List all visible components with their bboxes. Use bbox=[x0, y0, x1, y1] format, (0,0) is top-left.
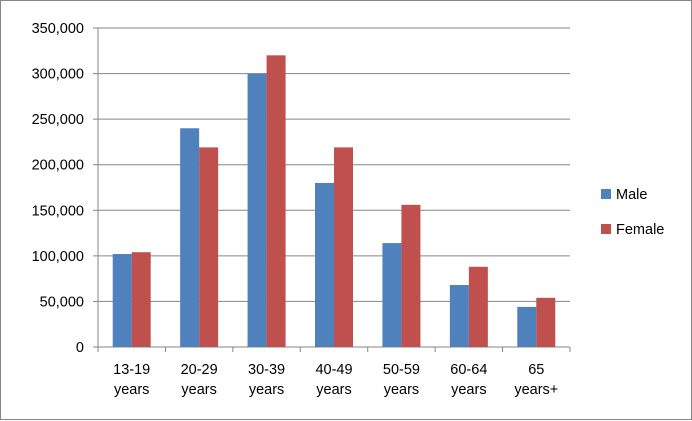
x-tick-label: 50-59 bbox=[383, 362, 420, 378]
y-tick-label: 250,000 bbox=[32, 112, 84, 128]
bar-female-2 bbox=[199, 147, 219, 347]
y-tick-label: 100,000 bbox=[32, 249, 84, 265]
y-tick-label: 200,000 bbox=[32, 158, 84, 174]
bar-male-5 bbox=[382, 243, 402, 347]
x-tick-label: 65 bbox=[528, 362, 544, 378]
x-tick-label: 60-64 bbox=[450, 362, 487, 378]
bar-female-7 bbox=[536, 297, 556, 347]
bar-male-7 bbox=[517, 306, 537, 347]
y-tick-label: 50,000 bbox=[40, 294, 84, 310]
bar-female-1 bbox=[131, 252, 151, 347]
bar-male-1 bbox=[112, 254, 132, 347]
x-tick-label: 13-19 bbox=[113, 362, 150, 378]
bar-male-6 bbox=[449, 285, 469, 347]
x-tick-label: years bbox=[249, 382, 284, 398]
x-tick-label: years bbox=[114, 382, 149, 398]
bar-female-3 bbox=[266, 55, 286, 347]
legend-label-male: Male bbox=[616, 187, 647, 203]
x-tick-label: years bbox=[451, 382, 486, 398]
bar-male-3 bbox=[247, 73, 267, 348]
x-tick-label: years bbox=[181, 382, 216, 398]
y-tick-label: 0 bbox=[76, 340, 84, 356]
x-tick-label: 20-29 bbox=[181, 362, 218, 378]
bar-female-6 bbox=[468, 266, 488, 347]
legend-label-female: Female bbox=[616, 222, 664, 238]
legend-swatch-female bbox=[601, 224, 611, 234]
x-tick-label: years bbox=[316, 382, 351, 398]
bar-male-2 bbox=[180, 128, 200, 347]
legend-swatch-male bbox=[601, 189, 611, 199]
x-tick-label: 30-39 bbox=[248, 362, 285, 378]
y-tick-label: 300,000 bbox=[32, 67, 84, 83]
bar-male-4 bbox=[315, 182, 334, 347]
bar-female-4 bbox=[334, 147, 353, 347]
bar-female-5 bbox=[401, 204, 421, 347]
x-tick-label: years+ bbox=[514, 382, 558, 398]
x-tick-label: years bbox=[384, 382, 419, 398]
y-tick-label: 350,000 bbox=[32, 21, 84, 37]
x-tick-label: 40-49 bbox=[315, 362, 352, 378]
y-tick-label: 150,000 bbox=[32, 203, 84, 219]
